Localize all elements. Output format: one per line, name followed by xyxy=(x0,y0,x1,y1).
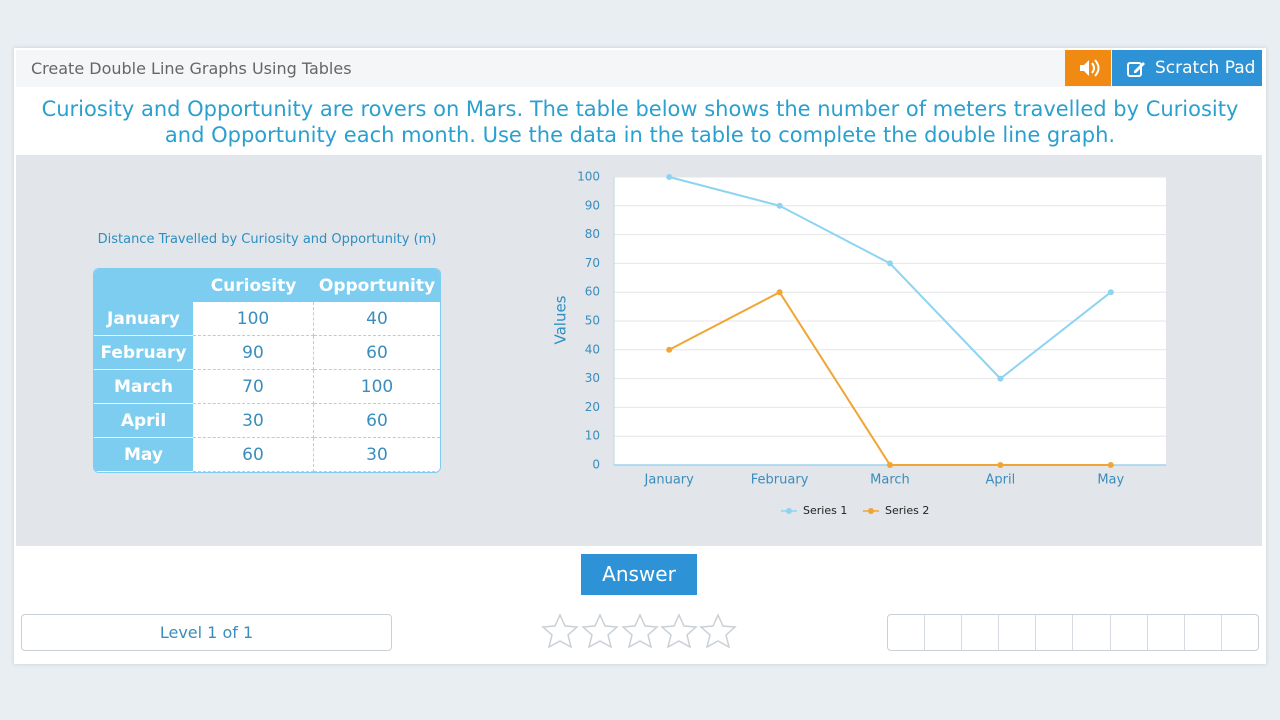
row-header: April xyxy=(94,404,193,438)
row-header: January xyxy=(94,302,193,336)
column-header: Opportunity xyxy=(314,269,440,302)
corner-cell xyxy=(94,269,193,302)
table-cell: 90 xyxy=(193,336,314,370)
table-row: May 60 30 xyxy=(94,438,440,472)
table-cell: 70 xyxy=(193,370,314,404)
table-cell: 30 xyxy=(193,404,314,438)
table-cell: 100 xyxy=(314,370,440,404)
row-header: May xyxy=(94,438,193,472)
edit-icon xyxy=(1127,62,1145,77)
table-cell: 60 xyxy=(314,404,440,438)
sound-icon xyxy=(1080,59,1100,77)
row-header: February xyxy=(94,336,193,370)
star-rating xyxy=(541,613,737,649)
sound-button[interactable] xyxy=(1065,50,1111,86)
table-title: Distance Travelled by Curiosity and Oppo… xyxy=(97,232,437,247)
answer-button[interactable]: Answer xyxy=(581,554,697,595)
column-header: Curiosity xyxy=(193,269,314,302)
table-row: April 30 60 xyxy=(94,404,440,438)
table-header: Curiosity Opportunity xyxy=(94,269,440,302)
scratch-pad-button[interactable]: Scratch Pad xyxy=(1112,50,1262,86)
activity-title: Create Double Line Graphs Using Tables xyxy=(31,59,352,78)
data-table: Curiosity Opportunity January 100 40 Februar… xyxy=(93,268,441,473)
table-cell: 100 xyxy=(193,302,314,336)
level-indicator: Level 1 of 1 xyxy=(21,614,392,651)
table-cell: 60 xyxy=(193,438,314,472)
table-row: January 100 40 xyxy=(94,302,440,336)
table-cell: 30 xyxy=(314,438,440,472)
table-cell: 60 xyxy=(314,336,440,370)
table-row: February 90 60 xyxy=(94,336,440,370)
table-row: March 70 100 xyxy=(94,370,440,404)
question-text: Curiosity and Opportunity are rovers on … xyxy=(41,97,1239,147)
row-header: March xyxy=(94,370,193,404)
scratch-pad-label: Scratch Pad xyxy=(1155,58,1256,78)
header-bar xyxy=(16,50,1262,87)
table-cell: 40 xyxy=(314,302,440,336)
progress-boxes xyxy=(887,614,1259,651)
